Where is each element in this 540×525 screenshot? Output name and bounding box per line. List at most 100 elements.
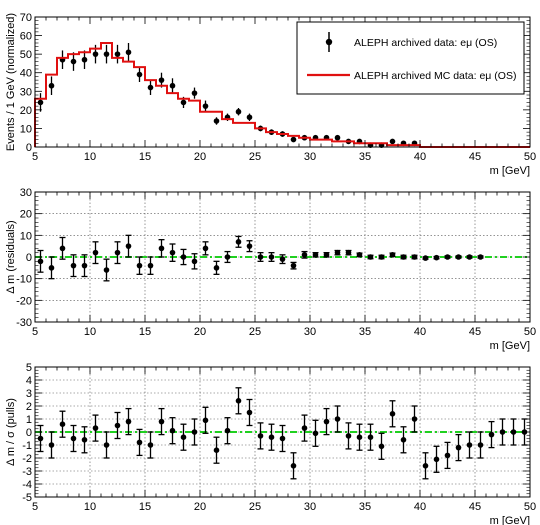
data-marker bbox=[433, 254, 440, 261]
data-point bbox=[37, 93, 44, 112]
data-marker bbox=[147, 262, 154, 269]
data-marker bbox=[92, 249, 99, 256]
data-marker bbox=[323, 418, 330, 425]
y-tick-label: 2 bbox=[26, 401, 32, 413]
legend-label-mc: ALEPH archived MC data: eμ (OS) bbox=[354, 70, 516, 82]
data-marker bbox=[202, 417, 209, 424]
data-marker bbox=[499, 429, 506, 435]
y-tick-label: 20 bbox=[20, 105, 32, 117]
data-marker bbox=[169, 427, 176, 434]
data-marker bbox=[180, 99, 187, 106]
data-point bbox=[147, 80, 154, 95]
data-point bbox=[268, 423, 275, 451]
data-marker bbox=[213, 265, 220, 271]
data-marker bbox=[235, 108, 242, 115]
data-point bbox=[312, 419, 319, 447]
data-marker bbox=[92, 425, 99, 431]
data-point bbox=[224, 417, 231, 445]
data-point bbox=[235, 387, 242, 415]
data-marker bbox=[191, 90, 198, 96]
data-point bbox=[356, 252, 363, 258]
x-tick-label: 45 bbox=[469, 326, 481, 338]
data-marker bbox=[59, 421, 66, 428]
data-point bbox=[323, 252, 330, 258]
data-marker bbox=[246, 409, 253, 416]
legend-data-marker bbox=[325, 38, 333, 46]
data-marker bbox=[510, 429, 517, 435]
data-point bbox=[191, 253, 198, 270]
y-tick-label: 10 bbox=[20, 123, 32, 135]
data-marker bbox=[169, 82, 176, 89]
data-point bbox=[48, 76, 55, 95]
data-point bbox=[169, 78, 176, 94]
data-point bbox=[488, 420, 495, 449]
data-marker bbox=[268, 254, 275, 260]
data-point bbox=[235, 108, 242, 116]
y-axis-title: Δ m / σ (pulls) bbox=[5, 398, 17, 466]
data-point bbox=[433, 445, 440, 473]
data-marker bbox=[301, 425, 308, 431]
panel-residuals: 5 10 15 20 25 30 35 40 45 50 -30 -20 -10 0 10 20 30 m [Ge… bbox=[5, 187, 536, 352]
data-point bbox=[378, 432, 385, 460]
x-tick-label: 35 bbox=[359, 501, 371, 513]
data-marker bbox=[455, 444, 462, 451]
x-tick-label: 30 bbox=[304, 326, 316, 338]
y-tick-label: 30 bbox=[20, 187, 32, 199]
data-marker bbox=[290, 463, 297, 469]
data-point bbox=[389, 252, 396, 258]
data-marker bbox=[125, 49, 132, 56]
data-point bbox=[444, 441, 451, 470]
legend: ALEPH archived data: eμ (OS) ALEPH archiv… bbox=[296, 21, 525, 95]
y-tick-label: 4 bbox=[26, 375, 32, 387]
data-marker bbox=[466, 254, 473, 260]
data-marker bbox=[279, 256, 286, 262]
y-tick-label: -20 bbox=[16, 295, 32, 307]
data-point bbox=[125, 43, 132, 62]
y-tick-label: -1 bbox=[22, 440, 32, 452]
data-marker bbox=[411, 254, 418, 260]
data-marker bbox=[422, 463, 429, 469]
y-tick-label: -4 bbox=[22, 479, 32, 491]
data-marker bbox=[37, 99, 44, 106]
data-marker bbox=[246, 243, 253, 249]
data-point bbox=[158, 239, 165, 258]
data-point bbox=[433, 254, 440, 261]
data-point bbox=[422, 452, 429, 480]
y-tick-label: 0 bbox=[26, 427, 32, 439]
data-marker bbox=[224, 254, 231, 260]
data-marker bbox=[290, 262, 297, 269]
y-tick-label: -2 bbox=[22, 453, 32, 465]
data-point bbox=[59, 410, 66, 438]
y-axis-title: Events / 1 GeV (normalized) bbox=[5, 13, 17, 151]
data-point bbox=[81, 50, 88, 69]
data-point bbox=[466, 431, 473, 459]
data-point bbox=[499, 418, 506, 446]
data-point bbox=[114, 411, 121, 440]
x-tick-label: 25 bbox=[249, 151, 261, 163]
y-tick-label: 50 bbox=[20, 49, 32, 61]
y-tick-label: -10 bbox=[16, 274, 32, 286]
data-marker bbox=[378, 443, 385, 450]
data-marker bbox=[422, 255, 429, 261]
data-marker bbox=[356, 252, 363, 258]
data-point bbox=[213, 117, 220, 125]
data-marker bbox=[279, 435, 286, 442]
data-marker bbox=[334, 134, 341, 141]
data-marker bbox=[59, 245, 66, 252]
data-point bbox=[235, 235, 242, 248]
data-point bbox=[114, 44, 121, 64]
data-point bbox=[246, 240, 253, 253]
data-point bbox=[257, 252, 264, 262]
data-marker bbox=[389, 411, 396, 417]
data-marker bbox=[48, 82, 55, 89]
x-tick-label: 45 bbox=[469, 501, 481, 513]
data-marker bbox=[180, 434, 187, 441]
data-point bbox=[125, 407, 132, 436]
data-marker bbox=[202, 103, 209, 109]
data-marker bbox=[488, 431, 495, 438]
data-marker bbox=[136, 71, 143, 78]
data-point bbox=[290, 136, 297, 143]
data-point bbox=[70, 424, 77, 453]
x-tick-label: 15 bbox=[139, 501, 151, 513]
data-point bbox=[389, 400, 396, 428]
